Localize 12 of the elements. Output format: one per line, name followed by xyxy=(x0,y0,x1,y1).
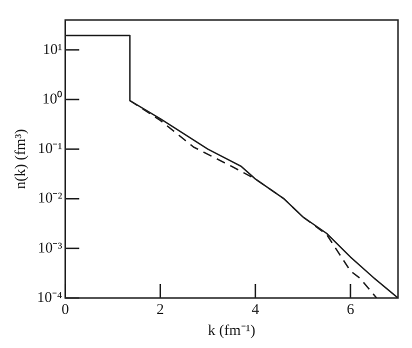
y-axis-title: n(k) (fm³) xyxy=(12,129,29,189)
y-tick-label: 10¹ xyxy=(42,42,62,58)
y-tick-label: 10⁻⁴ xyxy=(36,290,62,306)
x-tick-label: 0 xyxy=(61,302,69,318)
y-tick-label: 10⁻² xyxy=(38,190,63,207)
y-tick-label: 10⁰ xyxy=(42,90,62,108)
x-axis-title: k (fm⁻¹) xyxy=(208,322,256,339)
x-tick-label: 6 xyxy=(346,302,355,318)
x-tick-label: 2 xyxy=(156,302,164,318)
x-tick-label: 4 xyxy=(252,302,260,318)
y-tick-label: 10⁻¹ xyxy=(38,141,62,158)
y-tick-label: 10⁻³ xyxy=(38,240,63,256)
